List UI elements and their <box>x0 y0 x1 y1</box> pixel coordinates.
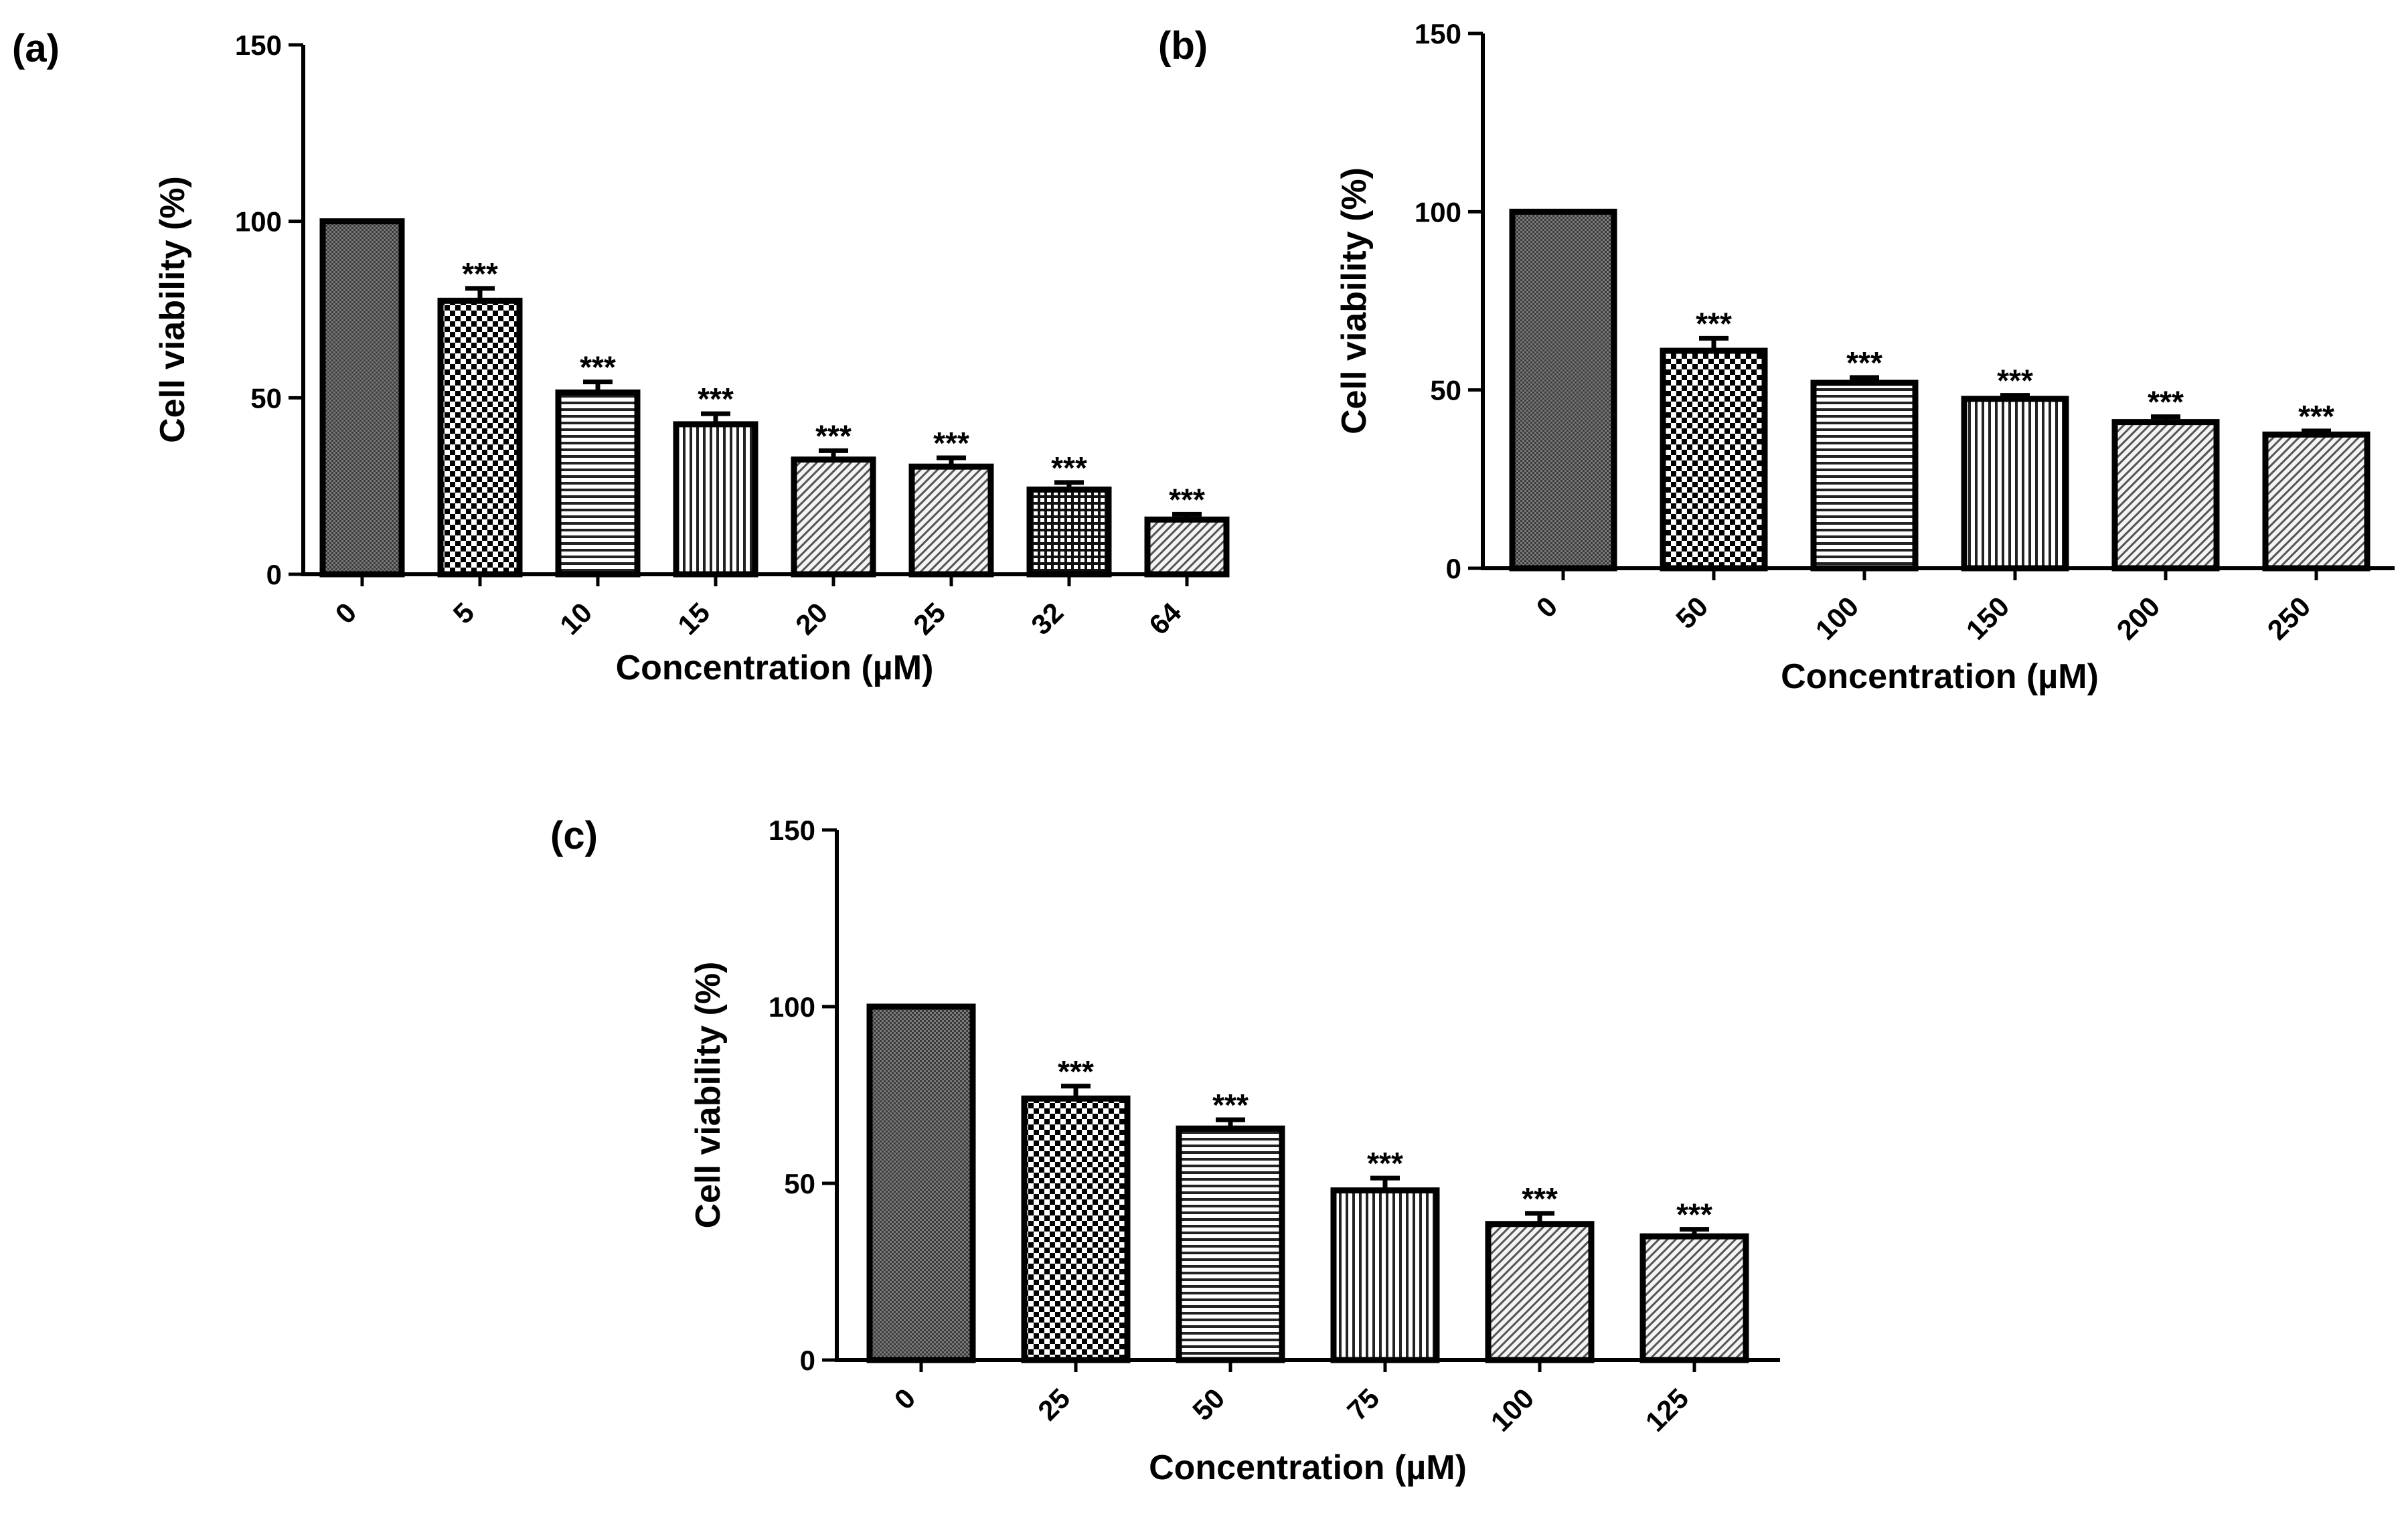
x-tick-label: 250 <box>2261 590 2317 646</box>
x-tick-label: 50 <box>1186 1382 1230 1426</box>
y-tick-label: 50 <box>784 1168 815 1199</box>
x-tick-label: 5 <box>447 596 481 630</box>
significance-label: *** <box>815 418 852 453</box>
y-axis-label: Cell viability (%) <box>689 962 728 1229</box>
bar-125 <box>1639 1233 1749 1363</box>
x-tick-label: 15 <box>671 596 716 641</box>
chart-panel-a: (a) 0 *** 5 *** 10 *** 15 *** 20 *** 25 *** 32 *** 64 0 5… <box>12 27 1230 687</box>
x-tick-label: 200 <box>2111 590 2166 646</box>
y-tick-label: 0 <box>266 559 282 590</box>
x-tick-label: 50 <box>1670 590 1714 635</box>
x-axis-label: Concentration (µM) <box>1781 657 2099 696</box>
significance-label: *** <box>1212 1088 1249 1122</box>
bar-75 <box>1330 1187 1440 1363</box>
y-tick-label: 150 <box>235 29 282 61</box>
x-axis-label: Concentration (µM) <box>616 649 934 687</box>
y-tick-label: 50 <box>1430 375 1461 406</box>
panel-label: (a) <box>12 27 60 70</box>
significance-label: *** <box>2298 399 2334 434</box>
significance-label: *** <box>1522 1181 1558 1216</box>
y-tick-label: 50 <box>250 382 282 414</box>
y-tick-label: 100 <box>1415 196 1461 228</box>
significance-label: *** <box>1169 482 1205 517</box>
significance-label: *** <box>1058 1054 1094 1089</box>
x-tick-label: 125 <box>1639 1382 1695 1438</box>
bar-5 <box>437 297 523 578</box>
y-tick-label: 0 <box>1446 553 1461 584</box>
bar-100 <box>1485 1221 1595 1363</box>
panel-label: (c) <box>550 814 598 857</box>
bar-15 <box>673 421 758 578</box>
bar-20 <box>791 456 876 578</box>
x-tick-label: 100 <box>1810 590 1865 646</box>
x-tick-label: 0 <box>329 596 363 630</box>
x-tick-label: 150 <box>1960 590 2016 646</box>
chart-panel-b: (b) 0 *** 50 *** 100 *** 150 *** 200 *** 250 0 50 100 1… <box>1158 18 2395 696</box>
y-tick-label: 100 <box>769 991 815 1023</box>
bar-32 <box>1026 486 1112 578</box>
bar-25 <box>1021 1095 1131 1363</box>
y-axis-label: Cell viability (%) <box>1335 167 1374 434</box>
panel-label: (b) <box>1158 24 1208 68</box>
y-tick-label: 150 <box>769 815 815 846</box>
y-tick-label: 150 <box>1415 18 1461 50</box>
significance-label: *** <box>1997 363 2033 398</box>
x-tick-label: 32 <box>1025 596 1069 641</box>
significance-label: *** <box>1676 1197 1712 1232</box>
x-tick-label: 10 <box>554 596 598 641</box>
significance-label: *** <box>1846 345 1882 380</box>
x-tick-label: 0 <box>1530 590 1564 624</box>
x-tick-label: 100 <box>1485 1382 1540 1438</box>
significance-label: *** <box>1696 306 1732 341</box>
bar-10 <box>555 389 641 578</box>
bar-50 <box>1176 1125 1285 1363</box>
bar-150 <box>1961 396 2069 572</box>
bar-64 <box>1144 516 1230 578</box>
bar-0 <box>866 1003 976 1363</box>
bar-50 <box>1660 347 1768 572</box>
significance-label: *** <box>2148 385 2184 420</box>
significance-label: *** <box>1051 450 1087 485</box>
significance-label: *** <box>580 350 616 385</box>
bar-25 <box>908 463 994 578</box>
x-tick-label: 25 <box>907 596 951 641</box>
charts-root: (a) 0 *** 5 *** 10 *** 15 *** 20 *** 25 *** 32 *** 64 0 5… <box>12 18 2395 1487</box>
significance-label: *** <box>1367 1146 1403 1181</box>
significance-label: *** <box>462 256 498 291</box>
significance-label: *** <box>933 426 969 460</box>
x-tick-label: 25 <box>1032 1382 1076 1426</box>
x-tick-label: 20 <box>789 596 833 641</box>
x-tick-label: 75 <box>1341 1382 1385 1426</box>
significance-label: *** <box>698 382 734 416</box>
bar-250 <box>2262 431 2371 572</box>
x-tick-label: 0 <box>888 1382 922 1416</box>
y-axis-label: Cell viability (%) <box>153 176 192 443</box>
y-tick-label: 100 <box>235 206 282 238</box>
bar-100 <box>1810 379 1919 572</box>
bar-0 <box>1509 208 1617 572</box>
chart-panel-c: (c) 0 *** 25 *** 50 *** 75 *** 100 *** 125 0 50 100 150… <box>550 814 1780 1487</box>
bar-200 <box>2111 419 2220 572</box>
x-tick-label: 64 <box>1143 596 1188 641</box>
x-axis-label: Concentration (µM) <box>1149 1448 1467 1487</box>
y-tick-label: 0 <box>800 1345 815 1376</box>
bar-0 <box>319 218 405 578</box>
